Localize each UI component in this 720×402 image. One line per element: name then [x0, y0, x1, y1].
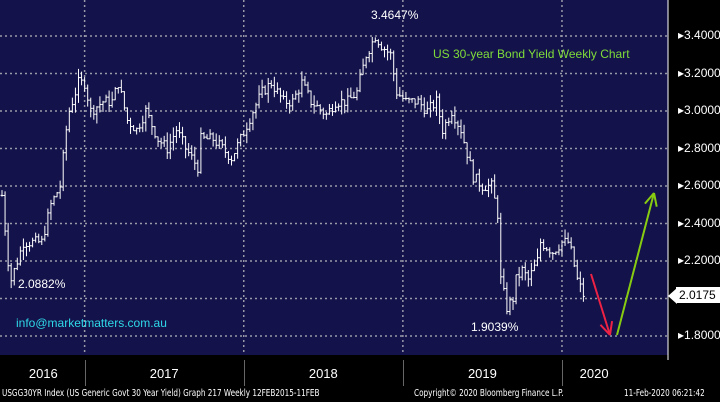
year-separator: [243, 360, 245, 386]
year-separator: [84, 360, 86, 386]
y-tick-label: ▸2.2000: [678, 253, 720, 267]
email-link[interactable]: info@marketmatters.com.au: [16, 316, 167, 330]
chart-area: 3.4647% 2.0882% 1.9039% US 30-year Bond …: [0, 0, 720, 360]
last-value-label: 2.0175: [676, 287, 720, 303]
up-arrow: [616, 192, 655, 336]
x-tick-label: 2016: [28, 366, 58, 381]
y-tick-label: ▸2.4000: [678, 215, 720, 230]
x-tick-label: 2019: [467, 366, 497, 381]
x-tick-label: 2017: [149, 366, 179, 381]
y-tick-label: ▸3.2000: [678, 65, 720, 80]
up-arrow-head: [644, 192, 655, 205]
y-tick-label: ▸2.8000: [678, 140, 720, 155]
y-tick-label: ▸3.4000: [678, 28, 720, 42]
footer-index: USGG30YR Index (US Generic Govt 30 Year …: [2, 388, 320, 399]
x-tick-label: 2018: [308, 366, 338, 381]
down-arrow: [590, 273, 611, 336]
chart-title: US 30-year Bond Yield Weekly Chart: [433, 47, 630, 61]
high-annotation: 3.4647%: [371, 8, 419, 22]
low-2019-annotation: 1.9039%: [471, 320, 519, 334]
plot-background: [0, 0, 668, 355]
down-arrow-head: [599, 324, 611, 336]
up-arrow-head: [653, 192, 658, 207]
y-tick-label: ▸1.8000: [678, 328, 720, 342]
footer-timestamp: 11-Feb-2020 06:21:42: [624, 388, 705, 399]
year-separator: [402, 360, 404, 386]
footer-copyright: Copyright© 2020 Bloomberg Finance L.P.: [414, 388, 564, 399]
y-tick-label: ▸2.6000: [678, 178, 720, 192]
x-tick-label: 2020: [579, 366, 609, 381]
yield-chart: [0, 0, 677, 360]
last-value-pointer: [668, 288, 677, 304]
low-2016-annotation: 2.0882%: [18, 277, 66, 291]
y-tick-label: ▸3.0000: [678, 103, 720, 117]
down-arrow-head: [609, 321, 614, 336]
year-separator: [561, 360, 563, 386]
